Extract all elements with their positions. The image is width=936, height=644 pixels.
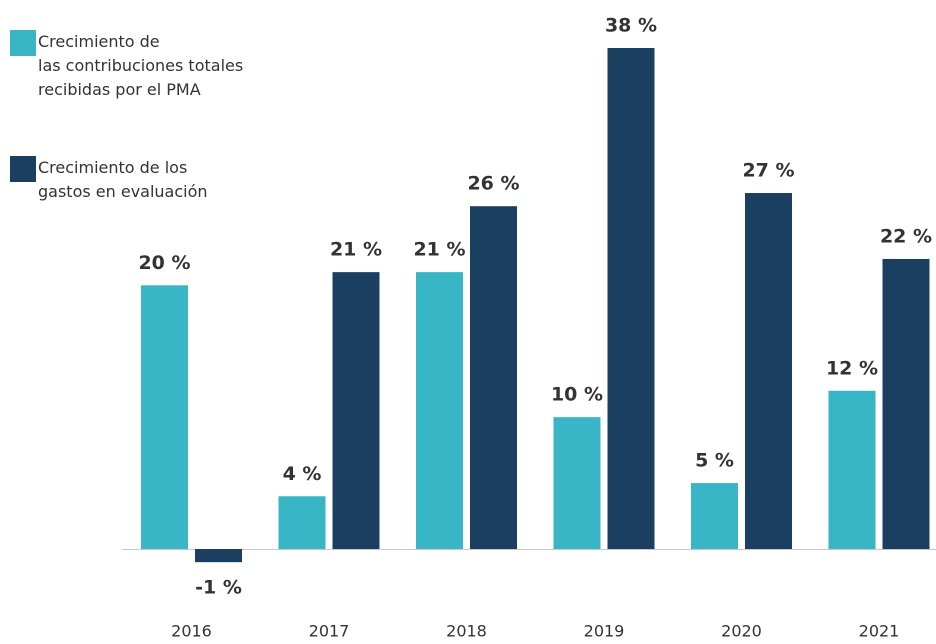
data-label: 12 % bbox=[826, 357, 878, 379]
legend-label: Crecimiento de las contribuciones totale… bbox=[38, 32, 244, 99]
bar bbox=[691, 483, 738, 549]
bar bbox=[195, 549, 242, 563]
bar bbox=[607, 48, 655, 549]
data-label: -1 % bbox=[195, 577, 242, 599]
x-tick-label: 2017 bbox=[309, 622, 350, 641]
data-label: 22 % bbox=[880, 225, 932, 247]
bar bbox=[882, 258, 930, 549]
x-tick-label: 2020 bbox=[721, 622, 762, 641]
bar bbox=[332, 272, 380, 549]
bar bbox=[278, 496, 326, 549]
data-label: 27 % bbox=[742, 160, 794, 182]
bar bbox=[745, 193, 792, 550]
x-tick-label: 2018 bbox=[446, 622, 487, 641]
data-label: 38 % bbox=[605, 15, 657, 37]
x-tick-label: 2021 bbox=[859, 622, 900, 641]
bar bbox=[553, 417, 601, 549]
data-label: 21 % bbox=[330, 239, 382, 261]
legend-entry: Crecimiento de las contribuciones totale… bbox=[10, 30, 243, 102]
legend-label: Crecimiento de los gastos en evaluación bbox=[38, 158, 208, 201]
legend-swatch bbox=[10, 30, 36, 56]
bar bbox=[828, 390, 876, 549]
data-label: 20 % bbox=[138, 252, 190, 274]
data-label: 26 % bbox=[467, 173, 519, 195]
data-label: 4 % bbox=[283, 463, 322, 485]
bar bbox=[470, 206, 517, 550]
legend-swatch bbox=[10, 156, 36, 182]
data-label: 5 % bbox=[695, 450, 734, 472]
x-tick-label: 2016 bbox=[171, 622, 212, 641]
bar bbox=[141, 285, 188, 549]
x-tick-label: 2019 bbox=[584, 622, 625, 641]
bar bbox=[416, 272, 463, 549]
data-label: 21 % bbox=[413, 239, 465, 261]
legend-entry: Crecimiento de los gastos en evaluación bbox=[10, 156, 208, 204]
data-label: 10 % bbox=[551, 384, 603, 406]
